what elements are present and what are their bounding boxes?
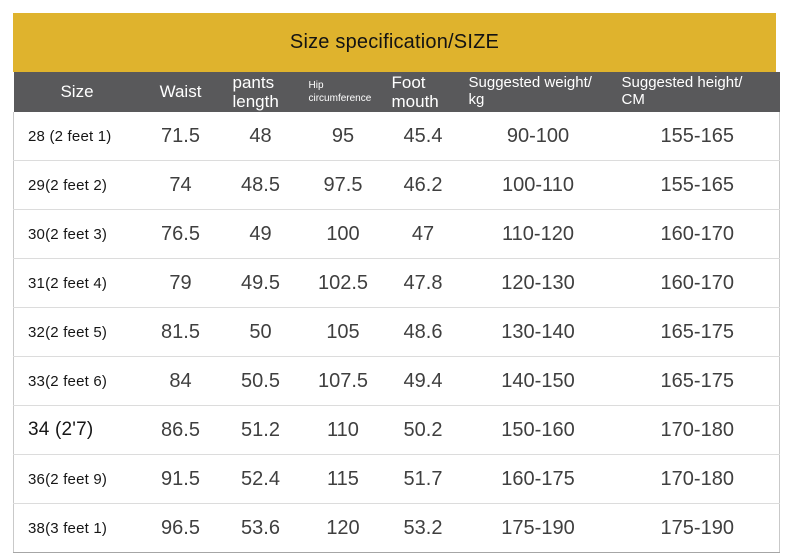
value-cell: 49.4 bbox=[385, 356, 461, 406]
table-row: 32(2 feet 5) 81.5 50 105 48.6 130-140 165-175 bbox=[13, 307, 780, 357]
value-cell: 155-165 bbox=[615, 112, 780, 161]
value-cell: 81.5 bbox=[140, 307, 221, 357]
value-cell: 170-180 bbox=[615, 405, 780, 455]
value-cell: 52.4 bbox=[220, 454, 301, 504]
value-cell: 165-175 bbox=[615, 307, 780, 357]
value-cell: 49.5 bbox=[220, 258, 301, 308]
table-row: 34 (2'7) 86.5 51.2 110 50.2 150-160 170-180 bbox=[13, 405, 780, 455]
value-cell: 53.6 bbox=[220, 503, 301, 553]
size-label-cell: 32(2 feet 5) bbox=[13, 307, 141, 357]
table-row: 28 (2 feet 1) 71.5 48 95 45.4 90-100 155-165 bbox=[13, 112, 780, 161]
value-cell: 84 bbox=[140, 356, 221, 406]
value-cell: 100 bbox=[300, 209, 386, 259]
size-label-cell: 36(2 feet 9) bbox=[13, 454, 141, 504]
value-cell: 48 bbox=[220, 112, 301, 161]
value-cell: 160-170 bbox=[615, 209, 780, 259]
value-cell: 115 bbox=[300, 454, 386, 504]
value-cell: 49 bbox=[220, 209, 301, 259]
column-header-foot-mouth: Foot mouth bbox=[385, 72, 461, 112]
table-row: 31(2 feet 4) 79 49.5 102.5 47.8 120-130 160-17… bbox=[13, 258, 780, 308]
size-label-cell: 29(2 feet 2) bbox=[13, 160, 141, 210]
value-cell: 95 bbox=[300, 112, 386, 161]
value-cell: 107.5 bbox=[300, 356, 386, 406]
value-cell: 175-190 bbox=[460, 503, 616, 553]
column-header-size: Size bbox=[13, 72, 141, 112]
page-title: Size specification/SIZE bbox=[289, 31, 500, 53]
value-cell: 53.2 bbox=[385, 503, 461, 553]
value-cell: 50 bbox=[220, 307, 301, 357]
value-cell: 45.4 bbox=[385, 112, 461, 161]
size-table-header: Size Waist pants length Hip circumferenc… bbox=[13, 72, 780, 112]
value-cell: 160-175 bbox=[460, 454, 616, 504]
value-cell: 46.2 bbox=[385, 160, 461, 210]
value-cell: 175-190 bbox=[615, 503, 780, 553]
value-cell: 110-120 bbox=[460, 209, 616, 259]
size-label-cell: 38(3 feet 1) bbox=[13, 503, 141, 553]
table-row: 33(2 feet 6) 84 50.5 107.5 49.4 140-150 165-17… bbox=[13, 356, 780, 406]
value-cell: 91.5 bbox=[140, 454, 221, 504]
value-cell: 51.7 bbox=[385, 454, 461, 504]
column-header-suggested-height: Suggested height/ CM bbox=[615, 72, 780, 112]
table-row: 29(2 feet 2) 74 48.5 97.5 46.2 100-110 155-165 bbox=[13, 160, 780, 210]
value-cell: 105 bbox=[300, 307, 386, 357]
table-row: 36(2 feet 9) 91.5 52.4 115 51.7 160-175 170-18… bbox=[13, 454, 780, 504]
value-cell: 96.5 bbox=[140, 503, 221, 553]
size-label-cell: 34 (2'7) bbox=[13, 405, 141, 455]
size-label-cell: 33(2 feet 6) bbox=[13, 356, 141, 406]
value-cell: 90-100 bbox=[460, 112, 616, 161]
value-cell: 155-165 bbox=[615, 160, 780, 210]
table-row: 30(2 feet 3) 76.5 49 100 47 110-120 160-170 bbox=[13, 209, 780, 259]
size-table-body: 28 (2 feet 1) 71.5 48 95 45.4 90-100 155-165 29… bbox=[13, 112, 780, 553]
size-label-cell: 28 (2 feet 1) bbox=[13, 112, 141, 161]
column-header-pants-length: pants length bbox=[220, 72, 301, 112]
size-label-cell: 30(2 feet 3) bbox=[13, 209, 141, 259]
value-cell: 165-175 bbox=[615, 356, 780, 406]
value-cell: 160-170 bbox=[615, 258, 780, 308]
value-cell: 48.6 bbox=[385, 307, 461, 357]
table-row: 38(3 feet 1) 96.5 53.6 120 53.2 175-190 175-19… bbox=[13, 503, 780, 553]
value-cell: 47.8 bbox=[385, 258, 461, 308]
value-cell: 120 bbox=[300, 503, 386, 553]
value-cell: 140-150 bbox=[460, 356, 616, 406]
value-cell: 150-160 bbox=[460, 405, 616, 455]
column-header-hip-circumference: Hip circumference bbox=[300, 72, 386, 112]
column-header-waist: Waist bbox=[140, 72, 221, 112]
value-cell: 50.2 bbox=[385, 405, 461, 455]
value-cell: 100-110 bbox=[460, 160, 616, 210]
value-cell: 51.2 bbox=[220, 405, 301, 455]
value-cell: 48.5 bbox=[220, 160, 301, 210]
value-cell: 47 bbox=[385, 209, 461, 259]
value-cell: 97.5 bbox=[300, 160, 386, 210]
value-cell: 71.5 bbox=[140, 112, 221, 161]
header-row: Size Waist pants length Hip circumferenc… bbox=[13, 72, 780, 112]
value-cell: 74 bbox=[140, 160, 221, 210]
value-cell: 130-140 bbox=[460, 307, 616, 357]
value-cell: 120-130 bbox=[460, 258, 616, 308]
value-cell: 79 bbox=[140, 258, 221, 308]
value-cell: 86.5 bbox=[140, 405, 221, 455]
value-cell: 76.5 bbox=[140, 209, 221, 259]
column-header-suggested-weight: Suggested weight/ kg bbox=[460, 72, 616, 112]
value-cell: 170-180 bbox=[615, 454, 780, 504]
value-cell: 50.5 bbox=[220, 356, 301, 406]
value-cell: 102.5 bbox=[300, 258, 386, 308]
title-banner: Size specification/SIZE bbox=[13, 13, 776, 72]
value-cell: 110 bbox=[300, 405, 386, 455]
size-table: Size Waist pants length Hip circumferenc… bbox=[13, 72, 780, 553]
size-label-cell: 31(2 feet 4) bbox=[13, 258, 141, 308]
